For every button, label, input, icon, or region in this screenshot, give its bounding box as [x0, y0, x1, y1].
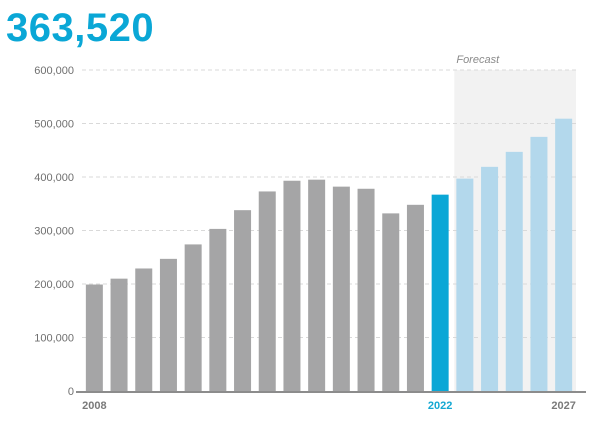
y-tick-label: 600,000	[34, 65, 74, 77]
y-tick-label: 200,000	[34, 279, 74, 291]
bar-2015	[258, 191, 276, 391]
gridlines	[82, 69, 576, 338]
y-tick-label: 300,000	[34, 226, 74, 238]
bar-2011	[159, 258, 177, 391]
bar-2017	[308, 179, 326, 391]
bar-2026	[530, 136, 548, 391]
y-tick-label: 0	[68, 386, 74, 398]
y-tick-label: 500,000	[34, 119, 74, 131]
forecast-annotation: Forecast	[456, 54, 500, 66]
x-tick-label-2027: 2027	[551, 400, 575, 412]
x-tick-label-2008: 2008	[82, 400, 106, 412]
bar-2008	[85, 284, 103, 391]
bar-2020	[382, 213, 400, 391]
bar-2009	[110, 278, 128, 391]
bar-2027	[555, 118, 573, 391]
bar-2024	[481, 166, 499, 391]
bar-2019	[357, 188, 375, 391]
bar-2014	[234, 210, 252, 391]
bar-2010	[135, 268, 153, 391]
bar-2023	[456, 178, 474, 391]
bars	[85, 118, 573, 391]
x-axis-labels: 2008 2022 2027	[82, 400, 576, 412]
bar-2016	[283, 180, 301, 391]
bar-2022	[431, 194, 449, 391]
y-tick-label: 100,000	[34, 333, 74, 345]
y-tick-label: 400,000	[34, 172, 74, 184]
y-axis-ticks: 0 100,000 200,000 300,000 400,000 500,000 600,…	[34, 65, 74, 398]
bar-2025	[505, 151, 523, 391]
bar-2012	[184, 244, 202, 391]
headline-value: 363,520	[6, 6, 155, 50]
bar-2021	[406, 204, 424, 391]
x-tick-label-2022: 2022	[428, 400, 452, 412]
bar-2018	[332, 186, 350, 391]
bar-2013	[209, 228, 227, 391]
